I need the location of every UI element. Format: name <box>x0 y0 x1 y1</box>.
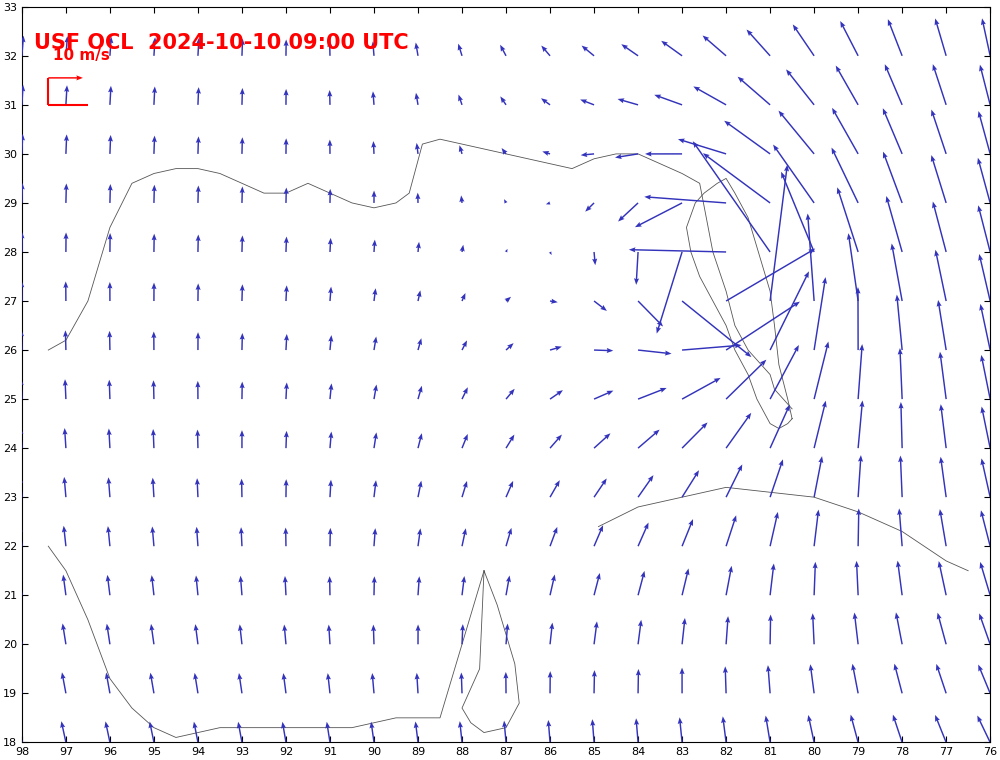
Text: 10 m/s: 10 m/s <box>53 48 110 63</box>
Text: USF OCL  2024-10-10 09:00 UTC: USF OCL 2024-10-10 09:00 UTC <box>34 33 409 52</box>
